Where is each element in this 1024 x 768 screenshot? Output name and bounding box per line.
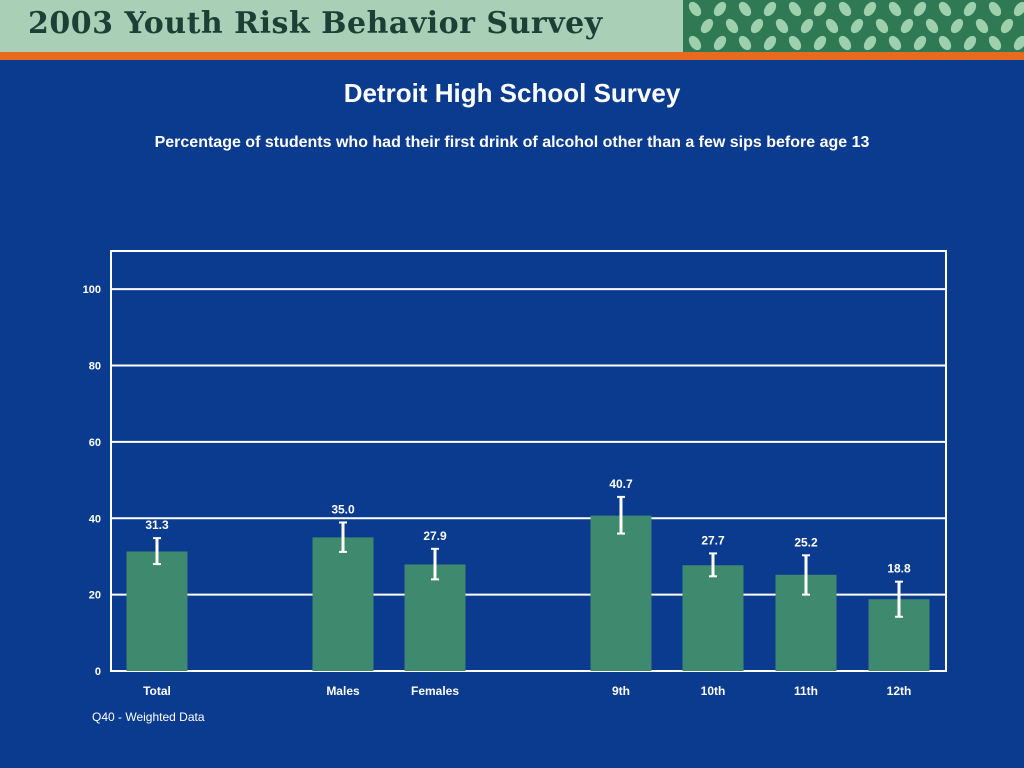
y-tick-label: 60 (89, 437, 101, 449)
y-tick-label: 100 (83, 284, 101, 296)
data-label: 25.2 (794, 535, 818, 549)
x-tick-label: 12th (887, 684, 912, 698)
chart-subtitle: Percentage of students who had their fir… (154, 134, 870, 151)
banner-title: 2003 Youth Risk Behavior Survey (28, 6, 603, 41)
x-tick-label: 10th (701, 684, 726, 698)
leaf-pattern-decoration (683, 0, 1024, 52)
y-tick-label: 40 (89, 513, 101, 525)
x-tick-label: Total (143, 684, 171, 698)
x-tick-label: 9th (612, 684, 630, 698)
bar (126, 551, 188, 671)
x-tick-label: Females (411, 684, 459, 698)
y-tick-label: 0 (95, 666, 101, 678)
data-label: 27.7 (701, 533, 725, 547)
bar (404, 564, 466, 671)
y-tick-label: 80 (89, 361, 101, 373)
y-tick-label: 20 (89, 590, 101, 602)
survey-banner: 2003 Youth Risk Behavior Survey (0, 0, 1024, 52)
data-label: 27.9 (423, 529, 447, 543)
orange-stripe (0, 52, 1024, 60)
data-label: 18.8 (887, 562, 911, 576)
x-tick-label: 11th (794, 684, 818, 698)
footnote: Q40 - Weighted Data (92, 710, 205, 724)
bar (312, 537, 374, 671)
data-label: 40.7 (609, 477, 633, 491)
bar (682, 565, 744, 671)
data-label: 35.0 (331, 502, 355, 516)
data-label: 31.3 (145, 518, 169, 532)
x-tick-label: Males (326, 684, 360, 698)
bar (590, 515, 652, 671)
chart-title: Detroit High School Survey (343, 78, 681, 108)
